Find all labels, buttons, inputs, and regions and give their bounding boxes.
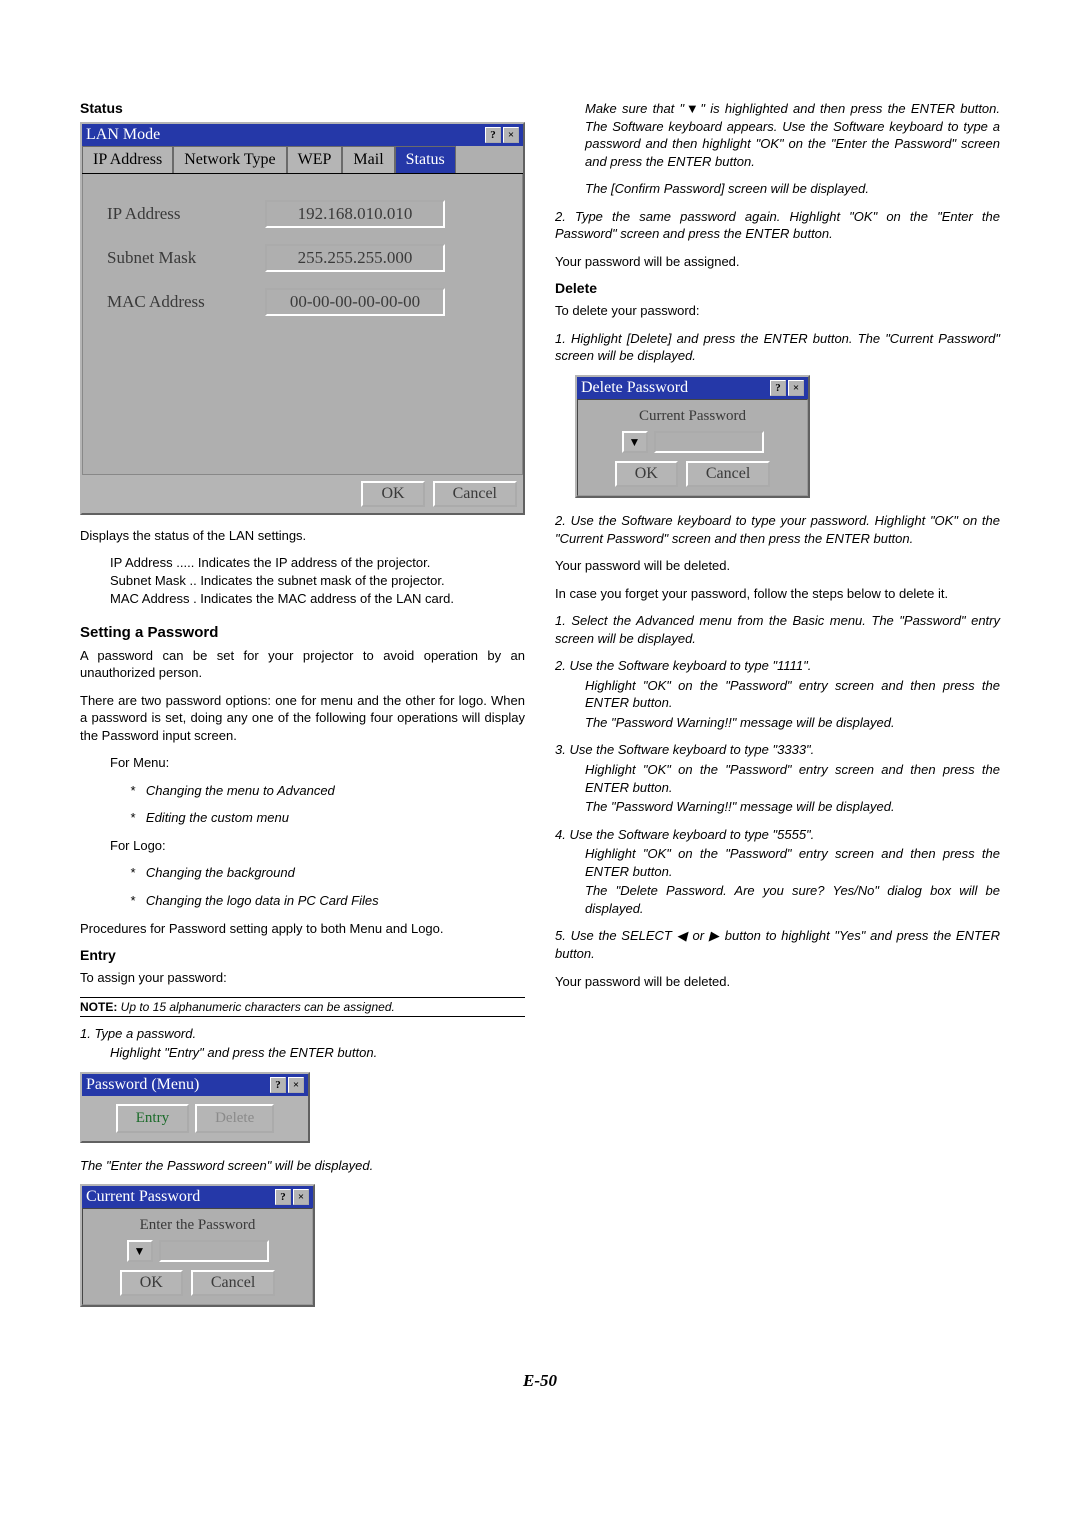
help-icon[interactable]: ? xyxy=(770,380,786,396)
lan-dialog-titlebar: LAN Mode ? × xyxy=(82,124,523,146)
enter-pw-label: Enter the Password xyxy=(140,1217,256,1234)
lan-tab-content: IP Address 192.168.010.010 Subnet Mask 2… xyxy=(82,174,523,475)
subnet-mask-label: Subnet Mask xyxy=(107,248,247,268)
lan-mode-dialog: LAN Mode ? × IP Address Network Type WEP… xyxy=(80,122,525,515)
note-label: NOTE: xyxy=(80,1000,117,1014)
r-f3b: Highlight "OK" on the "Password" entry s… xyxy=(555,761,1000,796)
delete-desc: To delete your password: xyxy=(555,302,1000,320)
tab-mail[interactable]: Mail xyxy=(342,146,394,173)
del-pw-ok-button[interactable]: OK xyxy=(615,461,678,487)
logo-item-1: * Changing the background xyxy=(80,864,525,882)
curr-pw-cancel-button[interactable]: Cancel xyxy=(191,1270,275,1296)
current-password-dialog: Current Password ? × Enter the Password … xyxy=(80,1184,315,1307)
status-description: Displays the status of the LAN settings. xyxy=(80,527,525,545)
setting-password-heading: Setting a Password xyxy=(80,624,525,641)
status-heading: Status xyxy=(80,100,525,116)
r-p2: 2. Type the same password again. Highlig… xyxy=(555,208,1000,243)
tab-network-type[interactable]: Network Type xyxy=(173,146,286,173)
r-forgot: In case you forget your password, follow… xyxy=(555,585,1000,603)
r-f5: 5. Use the SELECT ◀ or ▶ button to highl… xyxy=(555,927,1000,962)
pw-intro: A password can be set for your projector… xyxy=(80,647,525,682)
r-p3: Your password will be assigned. xyxy=(555,253,1000,271)
close-icon[interactable]: × xyxy=(503,127,519,143)
delete-button[interactable]: Delete xyxy=(195,1104,274,1133)
close-icon[interactable]: × xyxy=(788,380,804,396)
password-input[interactable] xyxy=(654,431,764,453)
del-pw-title: Delete Password xyxy=(581,379,688,397)
r-f4a: 4. Use the Software keyboard to type "55… xyxy=(555,826,1000,844)
r-f3c: The "Password Warning!!" message will be… xyxy=(555,798,1000,816)
r-f2a: 2. Use the Software keyboard to type "11… xyxy=(555,657,1000,675)
keyboard-icon[interactable]: ▼ xyxy=(127,1240,153,1262)
pw-two-options: There are two password options: one for … xyxy=(80,692,525,745)
help-icon[interactable]: ? xyxy=(270,1077,286,1093)
def-ip: IP Address ..... Indicates the IP addres… xyxy=(80,555,525,570)
r-d1: 1. Highlight [Delete] and press the ENTE… xyxy=(555,330,1000,365)
for-logo-label: For Logo: xyxy=(80,837,525,855)
subnet-mask-value: 255.255.255.000 xyxy=(265,244,445,272)
mac-address-label: MAC Address xyxy=(107,292,247,312)
r-f1: 1. Select the Advanced menu from the Bas… xyxy=(555,612,1000,647)
r-f4b: Highlight "OK" on the "Password" entry s… xyxy=(555,845,1000,880)
step-1b: Highlight "Entry" and press the ENTER bu… xyxy=(80,1044,525,1062)
ip-address-label: IP Address xyxy=(107,204,247,224)
note-text: Up to 15 alphanumeric characters can be … xyxy=(117,1000,395,1014)
close-icon[interactable]: × xyxy=(288,1077,304,1093)
entry-desc: To assign your password: xyxy=(80,969,525,987)
r-f6: Your password will be deleted. xyxy=(555,973,1000,991)
lan-dialog-title: LAN Mode xyxy=(86,126,160,144)
help-icon[interactable]: ? xyxy=(275,1189,291,1205)
tab-status[interactable]: Status xyxy=(395,146,456,173)
menu-item-1: * Changing the menu to Advanced xyxy=(80,782,525,800)
curr-pw-ok-button[interactable]: OK xyxy=(120,1270,183,1296)
left-column: Status LAN Mode ? × IP Address Network T… xyxy=(80,100,525,1321)
tab-wep[interactable]: WEP xyxy=(287,146,343,173)
def-subnet: Subnet Mask .. Indicates the subnet mask… xyxy=(80,573,525,588)
r-f3a: 3. Use the Software keyboard to type "33… xyxy=(555,741,1000,759)
lan-tabs: IP Address Network Type WEP Mail Status xyxy=(82,146,523,174)
r-f2c: The "Password Warning!!" message will be… xyxy=(555,714,1000,732)
entry-heading: Entry xyxy=(80,947,525,963)
tab-ip-address[interactable]: IP Address xyxy=(82,146,173,173)
r-f4c: The "Delete Password. Are you sure? Yes/… xyxy=(555,882,1000,917)
for-menu-label: For Menu: xyxy=(80,754,525,772)
curr-pw-title: Current Password xyxy=(86,1188,200,1206)
note-bar: NOTE: Up to 15 alphanumeric characters c… xyxy=(80,997,525,1017)
page-number: E-50 xyxy=(80,1371,1000,1391)
menu-item-2: * Editing the custom menu xyxy=(80,809,525,827)
r-d3: Your password will be deleted. xyxy=(555,557,1000,575)
del-pw-label: Current Password xyxy=(639,408,746,425)
logo-item-2: * Changing the logo data in PC Card File… xyxy=(80,892,525,910)
lan-button-bar: OK Cancel xyxy=(82,475,523,513)
r-f2b: Highlight "OK" on the "Password" entry s… xyxy=(555,677,1000,712)
right-column: Make sure that "▼" is highlighted and th… xyxy=(555,100,1000,1321)
enter-pw-displayed: The "Enter the Password screen" will be … xyxy=(80,1157,525,1175)
del-pw-cancel-button[interactable]: Cancel xyxy=(686,461,770,487)
r-p1: Make sure that "▼" is highlighted and th… xyxy=(555,100,1000,170)
lan-cancel-button[interactable]: Cancel xyxy=(433,481,517,507)
entry-button[interactable]: Entry xyxy=(116,1104,189,1133)
help-icon[interactable]: ? xyxy=(485,127,501,143)
ip-address-value: 192.168.010.010 xyxy=(265,200,445,228)
lan-ok-button[interactable]: OK xyxy=(361,481,424,507)
delete-password-dialog: Delete Password ? × Current Password ▼ O… xyxy=(575,375,810,498)
keyboard-icon[interactable]: ▼ xyxy=(622,431,648,453)
mac-address-value: 00-00-00-00-00-00 xyxy=(265,288,445,316)
pw-menu-title: Password (Menu) xyxy=(86,1076,199,1094)
password-menu-dialog: Password (Menu) ? × Entry Delete xyxy=(80,1072,310,1143)
close-icon[interactable]: × xyxy=(293,1189,309,1205)
delete-heading: Delete xyxy=(555,280,1000,296)
password-input[interactable] xyxy=(159,1240,269,1262)
def-mac: MAC Address . Indicates the MAC address … xyxy=(80,591,525,606)
procedures-text: Procedures for Password setting apply to… xyxy=(80,920,525,938)
r-d2: 2. Use the Software keyboard to type you… xyxy=(555,512,1000,547)
r-p1b: The [Confirm Password] screen will be di… xyxy=(555,180,1000,198)
step-1a: 1. Type a password. xyxy=(80,1025,525,1043)
